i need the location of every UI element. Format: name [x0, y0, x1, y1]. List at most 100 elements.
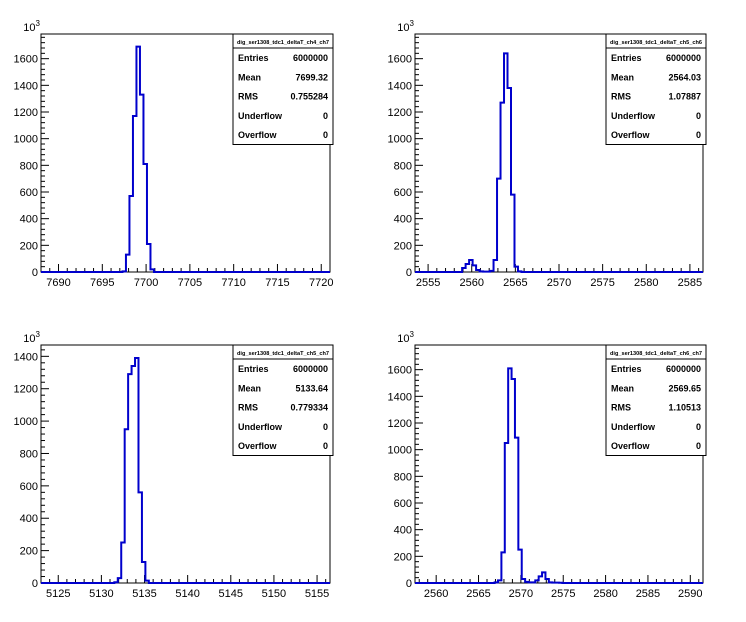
stats-value: 0: [696, 441, 701, 451]
histogram-line: [41, 45, 330, 273]
y-tick-label: 400: [20, 214, 38, 226]
x-tick-label: 5125: [46, 588, 70, 600]
stats-box: dig_ser1308_tdc1_deltaT_ch5_ch7 Entries 60…: [232, 344, 334, 456]
y-tick-label: 1600: [388, 365, 412, 377]
x-tick-label: 7720: [309, 277, 333, 289]
stats-frame: [605, 344, 707, 456]
y-tick-label: 1200: [388, 107, 412, 119]
y-tick-label: 1000: [388, 134, 412, 146]
stats-frame: [232, 33, 334, 145]
stats-value: 0.755284: [290, 92, 328, 102]
stats-value: 0: [696, 111, 701, 121]
y-tick-label: 200: [394, 240, 412, 252]
exponent-power: 3: [36, 330, 41, 339]
x-tick-label: 2560: [459, 277, 483, 289]
y-tick-label: 200: [394, 551, 412, 563]
y-tick-label: 1400: [388, 391, 412, 403]
y-tick-label: 1200: [14, 107, 38, 119]
stats-label: RMS: [238, 92, 258, 102]
x-tick-label: 5145: [219, 588, 243, 600]
x-tick-label: 2575: [551, 588, 575, 600]
exponent-power: 3: [410, 330, 415, 339]
stats-title: dig_ser1308_tdc1_deltaT_ch6_ch7: [610, 351, 702, 357]
x-tick-label: 5130: [89, 588, 113, 600]
stats-value: 1.07887: [668, 92, 701, 102]
y-tick-label: 1200: [388, 418, 412, 430]
y-tick-label: 1400: [14, 80, 38, 92]
x-tick-label: 2575: [590, 277, 614, 289]
histogram-bin: [132, 366, 135, 583]
stats-value: 0: [323, 111, 328, 121]
stats-label: Mean: [611, 383, 634, 393]
stats-label: Entries: [611, 364, 642, 374]
stats-label: Underflow: [238, 422, 283, 432]
y-tick-label: 800: [20, 160, 38, 172]
y-tick-label: 600: [394, 498, 412, 510]
stats-value: 6000000: [293, 53, 328, 63]
stats-value: 0: [323, 441, 328, 451]
y-tick-label: 400: [20, 513, 38, 525]
stats-box: dig_ser1308_tdc1_deltaT_ch4_ch7 Entries 60…: [232, 33, 334, 145]
stats-title: dig_ser1308_tdc1_deltaT_ch4_ch7: [237, 40, 329, 46]
x-tick-label: 5150: [262, 588, 286, 600]
stats-label: RMS: [611, 403, 631, 413]
stats-label: RMS: [611, 92, 631, 102]
y-exponent-label: 103: [23, 19, 40, 34]
stats-box: dig_ser1308_tdc1_deltaT_ch5_ch6 Entries 60…: [605, 33, 707, 145]
stats-value: 2564.03: [668, 72, 701, 82]
stats-label: Overflow: [611, 130, 651, 140]
stats-title: dig_ser1308_tdc1_deltaT_ch5_ch7: [237, 351, 329, 357]
stats-value: 0: [323, 422, 328, 432]
x-tick-label: 2585: [636, 588, 660, 600]
y-tick-label: 1400: [14, 351, 38, 363]
stats-box: dig_ser1308_tdc1_deltaT_ch6_ch7 Entries 60…: [605, 344, 707, 456]
y-tick-label: 1600: [388, 54, 412, 66]
stats-value: 0: [696, 130, 701, 140]
stats-label: Underflow: [611, 111, 656, 121]
y-tick-label: 0: [406, 578, 412, 590]
stats-label: Overflow: [238, 130, 278, 140]
stats-value: 0: [696, 422, 701, 432]
stats-title: dig_ser1308_tdc1_deltaT_ch5_ch6: [610, 40, 702, 46]
stats-label: Mean: [238, 383, 261, 393]
y-exponent-label: 103: [397, 330, 414, 345]
x-tick-label: 7695: [90, 277, 114, 289]
y-tick-label: 400: [394, 525, 412, 537]
x-tick-label: 2590: [678, 588, 702, 600]
y-tick-label: 1000: [14, 134, 38, 146]
histogram-line: [415, 367, 703, 584]
exponent-base: 10: [23, 22, 35, 34]
stats-label: Overflow: [238, 441, 278, 451]
y-tick-label: 200: [20, 546, 38, 558]
y-tick-label: 600: [20, 481, 38, 493]
y-tick-label: 600: [20, 187, 38, 199]
x-tick-label: 2570: [509, 588, 533, 600]
y-tick-label: 1600: [14, 54, 38, 66]
y-tick-label: 1200: [14, 384, 38, 396]
y-exponent-label: 103: [23, 330, 40, 345]
y-tick-label: 400: [394, 214, 412, 226]
exponent-base: 10: [397, 333, 409, 345]
x-tick-label: 2555: [416, 277, 440, 289]
stats-frame: [605, 33, 707, 145]
x-tick-label: 2580: [634, 277, 658, 289]
stats-label: RMS: [238, 403, 258, 413]
stats-label: Underflow: [611, 422, 656, 432]
y-tick-label: 800: [20, 448, 38, 460]
stats-value: 6000000: [293, 364, 328, 374]
x-tick-label: 7710: [221, 277, 245, 289]
x-tick-label: 2565: [466, 588, 490, 600]
stats-value: 6000000: [666, 53, 701, 63]
stats-label: Entries: [611, 53, 642, 63]
stats-label: Mean: [611, 72, 634, 82]
stats-value: 6000000: [666, 364, 701, 374]
y-tick-label: 600: [394, 187, 412, 199]
x-tick-label: 2585: [678, 277, 702, 289]
y-tick-label: 1400: [388, 80, 412, 92]
x-tick-label: 5140: [175, 588, 199, 600]
